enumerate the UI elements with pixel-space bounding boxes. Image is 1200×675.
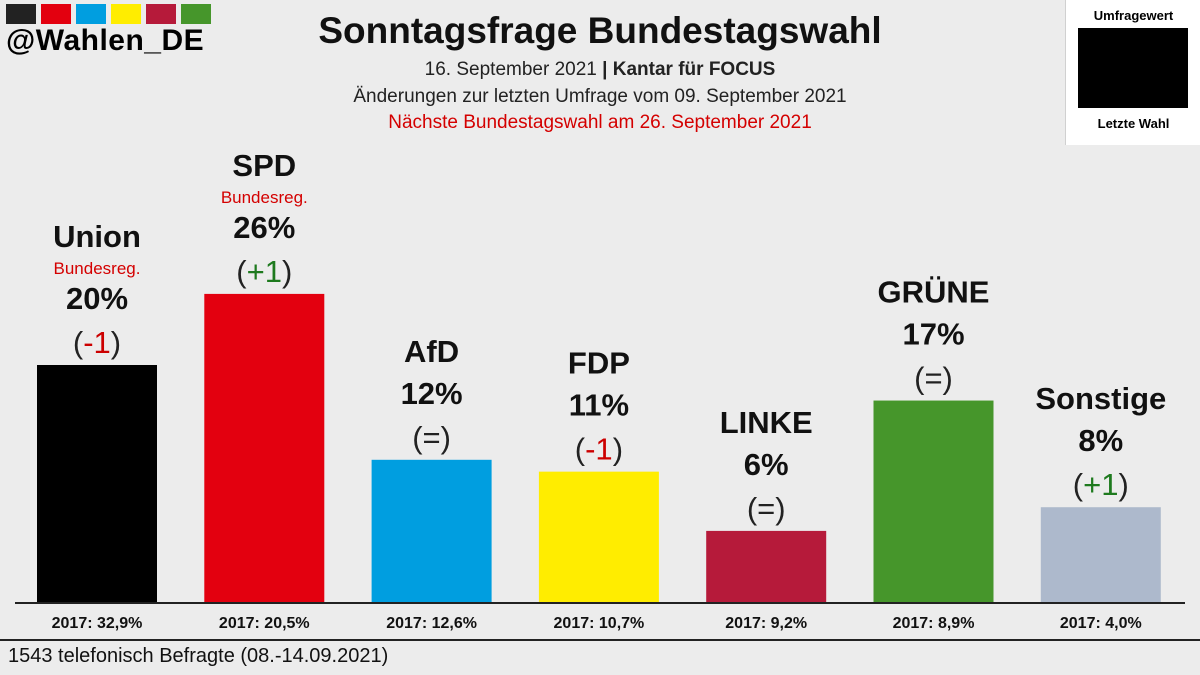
previous-election-label: 2017: 4,0% bbox=[1060, 615, 1142, 632]
account-handle: @Wahlen_DE bbox=[6, 24, 205, 57]
bar-change-label: (=) bbox=[747, 491, 786, 526]
previous-election-label: 2017: 32,9% bbox=[52, 615, 143, 632]
bar-sonstige bbox=[1040, 507, 1161, 602]
government-badge: Bundesreg. bbox=[54, 259, 141, 278]
poll-institute: Kantar für FOCUS bbox=[612, 59, 776, 80]
x-axis-line bbox=[15, 602, 1185, 604]
next-election-note: Nächste Bundestagswahl am 26. September … bbox=[388, 112, 812, 133]
color-stripe bbox=[6, 4, 36, 24]
legend-election-label: Letzte Wahl bbox=[1097, 116, 1170, 131]
separator: | bbox=[602, 59, 608, 80]
party-name-label: Union bbox=[53, 219, 141, 254]
color-stripe bbox=[146, 4, 176, 24]
bar-value-label: 11% bbox=[569, 388, 629, 423]
bar-union bbox=[37, 365, 157, 602]
bar-change-label: (=) bbox=[412, 420, 451, 455]
legend-swatch bbox=[1078, 28, 1188, 108]
bar-change-label: (-1) bbox=[73, 325, 121, 360]
footer-divider bbox=[0, 639, 1200, 641]
date-source-line: 16. September 2021 | Kantar für FOCUS bbox=[0, 59, 1200, 81]
color-stripe bbox=[41, 4, 71, 24]
color-stripe bbox=[181, 4, 211, 24]
respondents-note: 1543 telefonisch Befragte (08.-14.09.202… bbox=[8, 645, 389, 667]
color-stripe bbox=[111, 4, 141, 24]
bar-value-label: 20% bbox=[66, 281, 128, 316]
party-name-label: LINKE bbox=[720, 405, 813, 440]
bar-linke bbox=[706, 530, 827, 602]
party-name-label: FDP bbox=[568, 346, 630, 381]
legend: Umfragewert Letzte Wahl bbox=[1065, 0, 1200, 145]
government-badge: Bundesreg. bbox=[221, 188, 308, 207]
bar-value-label: 12% bbox=[401, 376, 463, 411]
bar-change-label: (=) bbox=[914, 361, 953, 396]
bar-change-label: (-1) bbox=[575, 432, 623, 467]
poll-date: 16. September 2021 bbox=[424, 59, 597, 80]
bar-fdp bbox=[538, 471, 659, 602]
bar-value-label: 17% bbox=[902, 317, 964, 352]
party-name-label: Sonstige bbox=[1035, 381, 1166, 416]
bar-change-label: (+1) bbox=[236, 254, 292, 289]
previous-election-label: 2017: 20,5% bbox=[219, 615, 310, 632]
previous-election-label: 2017: 9,2% bbox=[725, 615, 807, 632]
bar-afd bbox=[371, 459, 492, 602]
change-note: Änderungen zur letzten Umfrage vom 09. S… bbox=[353, 86, 847, 107]
bar-value-label: 26% bbox=[233, 210, 295, 245]
legend-poll-label: Umfragewert bbox=[1093, 8, 1174, 23]
bar-spd bbox=[204, 293, 325, 602]
previous-election-label: 2017: 10,7% bbox=[554, 615, 645, 632]
bar-grüne bbox=[873, 400, 994, 602]
bar-value-label: 8% bbox=[1078, 423, 1123, 458]
party-name-label: GRÜNE bbox=[878, 275, 990, 310]
bar-value-label: 6% bbox=[744, 447, 789, 482]
party-name-label: AfD bbox=[404, 334, 459, 369]
party-name-label: SPD bbox=[232, 148, 296, 183]
previous-election-label: 2017: 8,9% bbox=[893, 615, 975, 632]
previous-election-label: 2017: 12,6% bbox=[386, 615, 477, 632]
color-stripe bbox=[76, 4, 106, 24]
chart-title: Sonntagsfrage Bundestagswahl bbox=[318, 10, 882, 51]
bar-change-label: (+1) bbox=[1073, 467, 1129, 502]
bar-chart: (-1) 20% Bundesreg. Union 2017: 32,9% (+1) 26%… bbox=[37, 148, 1166, 632]
